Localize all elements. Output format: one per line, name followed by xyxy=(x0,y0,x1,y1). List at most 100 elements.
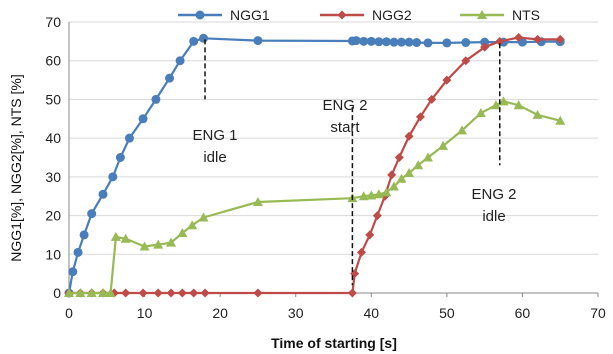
data-point-ngg2 xyxy=(121,288,131,298)
data-point-nts xyxy=(413,160,424,170)
data-point-ngg1 xyxy=(199,33,209,43)
data-point-nts xyxy=(64,288,74,297)
data-point-ngg2 xyxy=(356,247,366,257)
data-point-nts xyxy=(166,237,177,247)
data-point-nts xyxy=(110,231,121,241)
y-tick-label: 70 xyxy=(45,14,61,30)
legend-item-ngg2: NGG2 xyxy=(320,7,412,23)
legend-item-nts: NTS xyxy=(460,7,540,23)
x-tick-label: 30 xyxy=(288,305,304,321)
data-point-nts xyxy=(177,227,188,237)
data-point-nts xyxy=(198,212,209,222)
data-point-ngg2 xyxy=(347,288,357,298)
data-point-nts xyxy=(358,191,369,201)
data-point-nts xyxy=(396,173,407,183)
x-tick-label: 10 xyxy=(137,305,153,321)
data-point-ngg1 xyxy=(115,153,125,162)
legend-label-ngg2: NGG2 xyxy=(372,7,412,23)
data-point-ngg2 xyxy=(415,112,425,122)
gridlines xyxy=(69,21,598,255)
annotation-label: start xyxy=(330,119,360,136)
data-point-nts xyxy=(139,241,150,251)
annotations: ENG 1 idle ENG 2 start ENG 2 idle xyxy=(192,39,517,286)
x-tick-label: 20 xyxy=(212,305,228,321)
data-point-ngg2 xyxy=(514,32,524,42)
annotation-label: ENG 1 xyxy=(192,127,237,144)
data-point-ngg1 xyxy=(442,38,452,48)
data-point-ngg2 xyxy=(555,34,565,44)
data-point-nts xyxy=(532,109,543,119)
series-line-ngg1 xyxy=(67,37,561,294)
data-point-ngg1 xyxy=(79,230,89,240)
data-point-ngg1 xyxy=(165,73,175,83)
x-axis-title: Time of starting [s] xyxy=(271,335,397,351)
data-point-ngg2 xyxy=(495,36,505,46)
data-point-nts xyxy=(388,181,399,191)
data-point-ngg1 xyxy=(124,133,134,143)
data-point-nts xyxy=(75,288,86,297)
data-point-ngg1 xyxy=(461,38,471,48)
data-point-ngg1 xyxy=(423,38,433,48)
data-point-ngg2 xyxy=(177,288,187,298)
data-point-ngg2 xyxy=(200,288,210,298)
data-point-ngg2 xyxy=(480,42,490,52)
data-point-ngg2 xyxy=(394,153,404,162)
x-tick-label: 40 xyxy=(363,305,379,321)
data-point-ngg2 xyxy=(442,75,452,85)
data-point-nts xyxy=(555,115,566,125)
data-point-ngg2 xyxy=(404,131,414,141)
data-point-ngg1 xyxy=(397,37,407,47)
data-point-ngg1 xyxy=(253,36,263,46)
data-point-ngg2 xyxy=(153,288,163,298)
x-tick-label: 60 xyxy=(515,305,531,321)
data-point-ngg1 xyxy=(351,36,361,46)
data-point-ngg1 xyxy=(175,56,185,66)
data-point-ngg1 xyxy=(98,189,108,199)
legend-label-ngg1: NGG1 xyxy=(230,7,270,23)
data-point-ngg1 xyxy=(389,37,399,47)
data-point-nts xyxy=(456,125,467,135)
y-tick-label: 10 xyxy=(45,246,61,262)
y-tick-label: 60 xyxy=(45,53,61,69)
data-point-nts xyxy=(404,167,415,177)
data-point-ngg2 xyxy=(166,288,176,298)
data-point-nts xyxy=(98,288,109,297)
data-point-nts xyxy=(381,187,392,197)
data-point-ngg1 xyxy=(189,36,199,46)
data-point-nts xyxy=(475,107,486,117)
data-point-ngg1 xyxy=(73,247,83,257)
data-point-ngg2 xyxy=(189,288,199,298)
data-point-ngg1 xyxy=(480,37,490,47)
data-point-ngg1 xyxy=(381,37,391,47)
data-point-ngg1 xyxy=(108,172,118,182)
legend-marker-ngg1 xyxy=(195,10,205,20)
series-nts xyxy=(64,96,566,297)
data-point-ngg2 xyxy=(138,288,148,298)
annotation-label: idle xyxy=(482,208,505,225)
data-point-ngg2 xyxy=(461,56,471,66)
series-group xyxy=(64,32,566,298)
data-point-nts xyxy=(187,220,198,230)
data-point-ngg1 xyxy=(68,267,78,277)
data-point-nts xyxy=(498,96,509,106)
data-point-ngg1 xyxy=(366,36,376,46)
x-tick-label: 70 xyxy=(590,305,606,321)
data-point-ngg2 xyxy=(387,170,397,180)
data-point-nts xyxy=(373,189,384,199)
data-point-ngg2 xyxy=(427,94,437,104)
legend-label-nts: NTS xyxy=(512,7,540,23)
y-axis-title: NGG1[%], NGG2[%], NTS [%] xyxy=(8,74,24,261)
data-point-ngg2 xyxy=(365,230,375,240)
annotation-label: idle xyxy=(203,149,226,166)
data-point-ngg2 xyxy=(253,288,263,298)
data-point-ngg2 xyxy=(533,34,543,44)
data-point-nts xyxy=(153,239,164,249)
data-point-ngg2 xyxy=(350,269,360,279)
data-point-ngg1 xyxy=(138,114,148,124)
data-point-ngg1 xyxy=(87,209,97,219)
y-tick-label: 0 xyxy=(53,285,61,301)
annotation-label: ENG 2 xyxy=(322,97,367,114)
series-ngg1 xyxy=(64,33,565,298)
